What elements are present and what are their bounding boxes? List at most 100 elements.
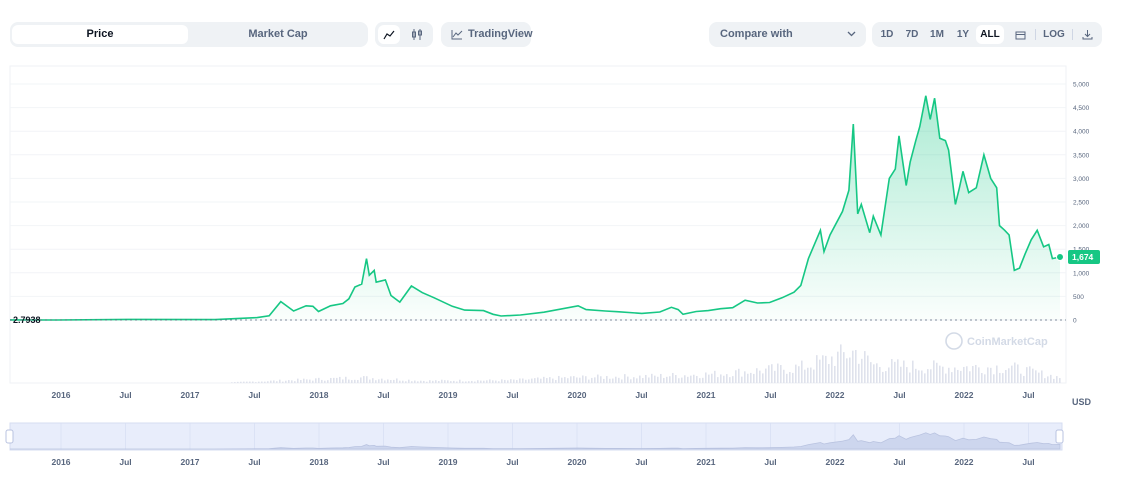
- volume-bar: [519, 378, 521, 383]
- volume-bar: [933, 360, 935, 383]
- volume-bar: [612, 378, 614, 383]
- volume-bar: [570, 376, 572, 383]
- volume-bar: [765, 368, 767, 383]
- volume-bar: [771, 364, 773, 383]
- volume-bar: [378, 379, 380, 383]
- tradingview-icon: [451, 30, 463, 40]
- volume-bar: [276, 381, 278, 383]
- x-tick-label: 2022: [826, 390, 845, 400]
- time-range-toolbar: 1D 7D 1M 1Y ALL LOG: [872, 22, 1102, 47]
- y-tick-label: 5,000: [1073, 82, 1090, 89]
- volume-bar: [1008, 368, 1010, 383]
- range-7d-button[interactable]: 7D: [905, 29, 919, 40]
- range-1m-button[interactable]: 1M: [930, 29, 944, 40]
- volume-bar: [1011, 365, 1013, 383]
- volume-bar: [345, 376, 347, 383]
- volume-bar: [879, 367, 881, 383]
- volume-bar: [1056, 376, 1058, 383]
- volume-bar: [882, 371, 884, 383]
- volume-bar: [717, 377, 719, 383]
- volume-bar: [762, 373, 764, 383]
- tradingview-button[interactable]: TradingView: [441, 22, 533, 47]
- volume-bar: [627, 376, 629, 383]
- volume-bar: [1041, 370, 1043, 383]
- volume-bar: [675, 375, 677, 383]
- navigator-tick-label: 2018: [310, 457, 329, 467]
- volume-bar: [978, 367, 980, 383]
- tradingview-label: TradingView: [468, 28, 533, 40]
- volume-bar: [894, 361, 896, 383]
- navigator-tick-label: Jul: [377, 457, 389, 467]
- navigator-tick-label: Jul: [635, 457, 647, 467]
- volume-bar: [663, 377, 665, 383]
- range-all-button[interactable]: ALL: [976, 25, 1004, 44]
- range-1y-button[interactable]: 1Y: [956, 29, 970, 40]
- navigator-left-handle[interactable]: [5, 429, 14, 444]
- y-tick-label: 1,000: [1073, 270, 1090, 277]
- tab-market-cap[interactable]: Market Cap: [248, 28, 308, 40]
- volume-bar: [399, 380, 401, 383]
- tab-price[interactable]: Price: [12, 25, 188, 44]
- navigator-tick-label: 2017: [181, 457, 200, 467]
- volume-bar: [690, 375, 692, 383]
- volume-bar: [831, 356, 833, 383]
- volume-bar: [699, 378, 701, 383]
- volume-bar: [777, 363, 779, 383]
- volume-bar: [792, 372, 794, 383]
- volume-bars: [231, 344, 1061, 383]
- line-chart-icon[interactable]: [378, 25, 400, 44]
- log-scale-button[interactable]: LOG: [1043, 29, 1065, 40]
- volume-bar: [420, 380, 422, 383]
- volume-bar: [726, 374, 728, 383]
- volume-bar: [774, 370, 776, 383]
- calendar-icon[interactable]: [1009, 25, 1031, 44]
- volume-bar: [606, 376, 608, 383]
- volume-bar: [885, 371, 887, 383]
- volume-bar: [462, 381, 464, 383]
- volume-bar: [321, 379, 323, 383]
- range-1d-button[interactable]: 1D: [880, 29, 894, 40]
- navigator-tick-label: Jul: [119, 457, 131, 467]
- x-tick-label: 2017: [181, 390, 200, 400]
- volume-bar: [360, 377, 362, 383]
- navigator-tick-label: Jul: [506, 457, 518, 467]
- volume-bar: [369, 379, 371, 383]
- volume-bar: [984, 374, 986, 383]
- compare-with-select[interactable]: Compare with: [709, 22, 866, 47]
- volume-bar: [585, 376, 587, 383]
- volume-bar: [396, 378, 398, 383]
- navigator-tick-label: 2016: [52, 457, 71, 467]
- volume-bar: [300, 379, 302, 383]
- volume-bar: [1005, 370, 1007, 383]
- volume-bar: [243, 381, 245, 383]
- volume-bar: [504, 379, 506, 383]
- volume-bar: [594, 377, 596, 383]
- volume-bar: [366, 376, 368, 383]
- volume-bar: [432, 380, 434, 383]
- volume-bar: [960, 370, 962, 383]
- range-navigator[interactable]: 2016 Jul 2017 Jul 2018 Jul 2019 Jul 2020 Jul 2021 J…: [5, 422, 1064, 467]
- volume-bar: [630, 379, 632, 383]
- volume-bar: [753, 373, 755, 383]
- volume-bar: [414, 380, 416, 383]
- candlestick-icon[interactable]: [406, 25, 428, 44]
- volume-bar: [510, 379, 512, 383]
- volume-bar: [1002, 373, 1004, 383]
- volume-bar: [1026, 367, 1028, 383]
- volume-bar: [393, 379, 395, 383]
- download-icon[interactable]: [1076, 25, 1098, 44]
- coinmarketcap-watermark: CoinMarketCap: [945, 332, 1048, 350]
- volume-bar: [564, 377, 566, 383]
- volume-bar: [633, 377, 635, 383]
- volume-bar: [810, 367, 812, 383]
- volume-bar: [951, 372, 953, 383]
- volume-bar: [342, 379, 344, 383]
- volume-bar: [738, 368, 740, 383]
- navigator-area: [10, 432, 1061, 450]
- navigator-right-handle[interactable]: [1055, 429, 1064, 444]
- volume-bar: [858, 363, 860, 383]
- y-tick-label: 4,000: [1073, 129, 1090, 136]
- volume-bar: [546, 378, 548, 383]
- volume-bar: [789, 372, 791, 383]
